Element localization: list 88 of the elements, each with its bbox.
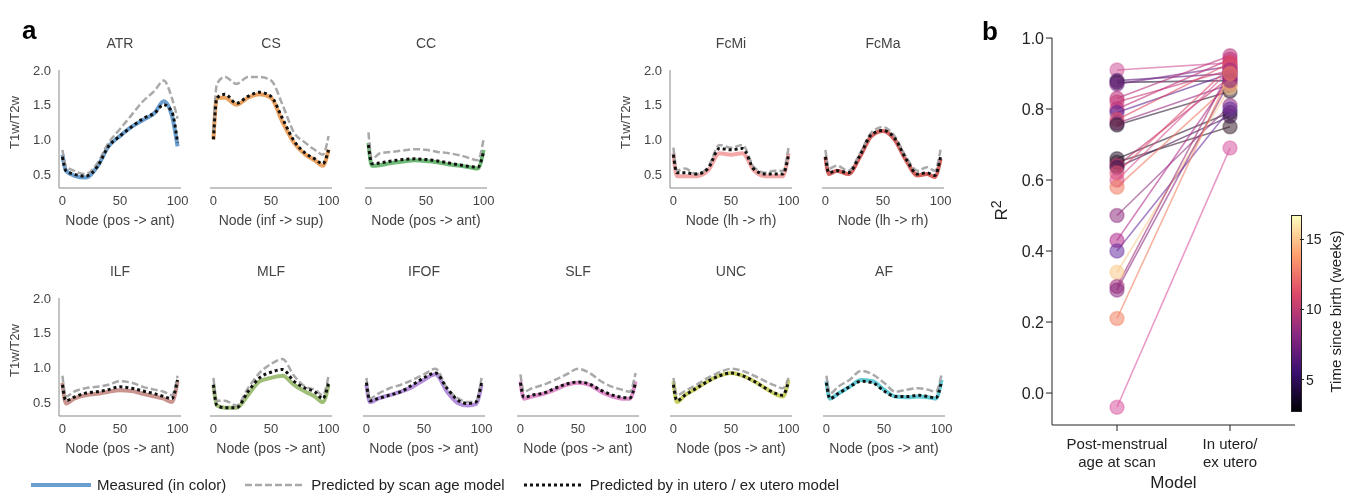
text: a <box>22 15 37 46</box>
x-tick-label: 0 <box>516 421 525 437</box>
legend-label: Measured (in color) <box>97 476 227 493</box>
x-tick-label: Post-menstrual age at scan <box>1066 435 1168 470</box>
y-tick-label: 1.0 <box>1021 29 1045 47</box>
x-tick-label: 0 <box>58 421 67 437</box>
x-tick-label: 100 <box>166 193 189 209</box>
x-tick-label: 50 <box>876 421 892 437</box>
chart-title: IFOF <box>407 263 441 279</box>
x-tick-label: 100 <box>166 421 189 437</box>
x-axis-title: Node (lh -> rh) <box>684 212 778 228</box>
y-tick-label: 0.5 <box>32 394 51 410</box>
y-tick-label: 1.5 <box>643 97 662 113</box>
x-tick-label: 0 <box>364 193 373 209</box>
x-axis-title: Node (pos -> ant) <box>215 440 327 456</box>
y-tick-label: 0.4 <box>1021 242 1045 260</box>
x-tick-label: 50 <box>723 421 739 437</box>
x-tick-label: In utero/ ex utero <box>1202 435 1259 470</box>
x-tick-label: 0 <box>822 421 831 437</box>
color-bar-label: 5 <box>1305 371 1314 388</box>
x-tick-label: 100 <box>470 421 493 437</box>
x-tick-label: 0 <box>362 421 371 437</box>
y-tick-label: 0.6 <box>1021 171 1045 189</box>
x-axis-title: Node (pos -> ant) <box>675 440 787 456</box>
color-bar-label: 10 <box>1305 301 1322 318</box>
y-tick-label: 0.0 <box>1021 384 1045 402</box>
x-tick-label: 50 <box>875 193 891 209</box>
legend-label: Predicted by scan age model <box>311 476 505 493</box>
y-tick-label: 1.0 <box>643 132 662 148</box>
y-tick-label: 2.0 <box>32 62 51 78</box>
chart-title: CC <box>414 35 438 51</box>
chart-title: FcMi <box>714 35 748 51</box>
x-axis-title: Node (inf -> sup) <box>217 212 325 228</box>
y-tick-label: 2.0 <box>32 290 51 306</box>
x-tick-label: 100 <box>317 421 340 437</box>
y-axis-title: T1w/T2w <box>6 95 22 151</box>
chart-title: AF <box>874 263 894 279</box>
text: b <box>982 16 998 47</box>
y-tick-label: 1.5 <box>32 97 51 113</box>
y-tick-label: 0.5 <box>32 166 51 182</box>
x-axis-title: Node (pos -> ant) <box>522 440 634 456</box>
color-bar-label: 15 <box>1305 231 1322 248</box>
y-axis-title: T1w/T2w <box>6 323 22 379</box>
y-tick-label: 1.5 <box>32 325 51 341</box>
x-axis-title: Node (pos -> ant) <box>368 440 480 456</box>
x-tick-label: 0 <box>669 421 678 437</box>
x-tick-label: 50 <box>416 421 432 437</box>
chart-title: MLF <box>256 263 286 279</box>
x-tick-label: 100 <box>777 193 800 209</box>
x-tick-label: 50 <box>723 193 739 209</box>
chart-title: CS <box>260 35 282 51</box>
chart-title: ILF <box>108 263 132 279</box>
x-tick-label: 100 <box>929 193 952 209</box>
x-tick-label: 0 <box>821 193 830 209</box>
x-tick-label: 100 <box>930 421 953 437</box>
x-tick-label: 100 <box>777 421 800 437</box>
x-tick-label: 100 <box>624 421 647 437</box>
chart-title: ATR <box>105 35 135 51</box>
y-tick-label: 0.8 <box>1021 100 1045 118</box>
x-tick-label: 50 <box>112 421 128 437</box>
y-tick-label: 0.2 <box>1021 313 1045 331</box>
x-axis-title: Node (pos -> ant) <box>64 440 176 456</box>
x-tick-label: 100 <box>472 193 495 209</box>
legend-label: Predicted by in utero / ex utero model <box>589 476 839 493</box>
x-axis-title: Node (pos -> ant) <box>370 212 482 228</box>
x-tick-label: 50 <box>263 193 279 209</box>
y-tick-label: 2.0 <box>643 62 662 78</box>
x-axis-title: Node (pos -> ant) <box>64 212 176 228</box>
chart-title: FcMa <box>864 35 902 51</box>
y-tick-label: 0.5 <box>643 166 662 182</box>
x-tick-label: 0 <box>58 193 67 209</box>
color-bar-title: Time since birth (weeks) <box>1326 229 1344 395</box>
x-tick-label: 50 <box>263 421 279 437</box>
x-axis-title: Node (pos -> ant) <box>828 440 940 456</box>
x-tick-label: 0 <box>209 193 218 209</box>
x-tick-label: 0 <box>669 193 678 209</box>
x-axis-title: Node (lh -> rh) <box>836 212 930 228</box>
y-tick-label: 1.0 <box>32 360 51 376</box>
x-tick-label: 50 <box>570 421 586 437</box>
x-axis-title: Model <box>1149 473 1198 493</box>
x-tick-label: 50 <box>112 193 128 209</box>
y-tick-label: 1.0 <box>32 132 51 148</box>
x-tick-label: 0 <box>209 421 218 437</box>
x-tick-label: 100 <box>317 193 340 209</box>
x-tick-label: 50 <box>418 193 434 209</box>
chart-title: UNC <box>714 263 748 279</box>
y-axis-title: T1w/T2w <box>617 95 633 151</box>
chart-title: SLF <box>564 263 592 279</box>
